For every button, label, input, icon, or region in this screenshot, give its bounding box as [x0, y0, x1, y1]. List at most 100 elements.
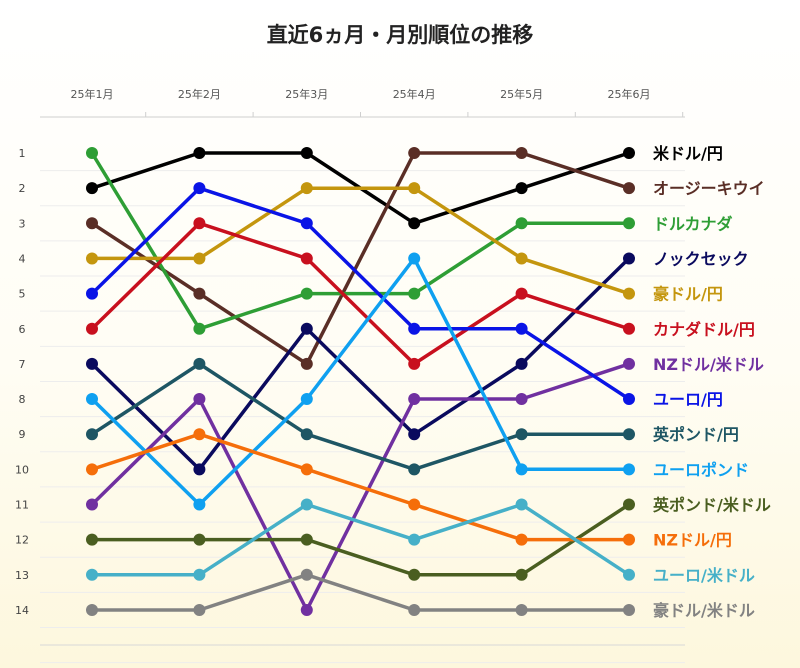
- series-point: [408, 182, 421, 195]
- series-point: [193, 533, 206, 546]
- series-point: [515, 322, 528, 335]
- series-label: 英ポンド/円: [652, 425, 739, 444]
- rank-label: 5: [19, 288, 26, 301]
- series-point: [193, 287, 206, 300]
- series-point: [623, 603, 635, 616]
- series-point: [300, 287, 313, 300]
- month-label: 25年4月: [393, 87, 436, 101]
- series-point: [515, 357, 528, 370]
- series-point: [515, 463, 528, 476]
- series-point: [515, 393, 528, 406]
- rank-label: 13: [15, 569, 29, 582]
- series-point: [86, 568, 98, 581]
- series-point: [408, 533, 421, 546]
- series-point: [623, 252, 635, 265]
- series-point: [515, 568, 528, 581]
- series-point: [408, 287, 421, 300]
- rank-label: 2: [19, 182, 26, 195]
- series-line: [90, 256, 631, 507]
- series-points: [86, 147, 635, 616]
- series-point: [193, 357, 206, 370]
- series-point: [300, 393, 313, 406]
- series-point: [193, 428, 206, 441]
- series-label: ノックセック: [653, 249, 749, 268]
- rank-label: 14: [15, 604, 29, 617]
- series-point: [193, 393, 206, 406]
- chart-title: 直近6ヵ月・月別順位の推移: [267, 23, 534, 47]
- series-point: [515, 252, 528, 265]
- series-line: [90, 151, 631, 366]
- series-line: [90, 362, 631, 472]
- series-point: [86, 533, 98, 546]
- series-point: [515, 428, 528, 441]
- series-point: [623, 287, 635, 300]
- month-label: 25年6月: [608, 87, 651, 101]
- series-point: [86, 252, 98, 265]
- rank-label: 7: [19, 358, 26, 371]
- series-point: [86, 428, 98, 441]
- series-point: [300, 568, 313, 581]
- series-point: [408, 428, 421, 441]
- series-point: [193, 463, 206, 476]
- series-lines: [90, 151, 631, 612]
- series-point: [193, 322, 206, 335]
- series-point: [193, 217, 206, 230]
- series-point: [408, 357, 421, 370]
- series-point: [623, 322, 635, 335]
- series-point: [408, 498, 421, 511]
- series-line: [90, 573, 631, 612]
- series-point: [86, 287, 98, 300]
- series-line: [90, 186, 631, 296]
- series-line: [90, 502, 631, 577]
- series-point: [86, 463, 98, 476]
- series-point: [300, 182, 313, 195]
- series-point: [300, 463, 313, 476]
- series-point: [86, 357, 98, 370]
- series-point: [86, 182, 98, 195]
- rank-label: 6: [19, 323, 26, 336]
- month-label: 25年3月: [285, 87, 328, 101]
- series-point: [300, 147, 313, 159]
- series-label: ドルカナダ: [653, 214, 733, 233]
- series-point: [193, 568, 206, 581]
- series-point: [300, 603, 313, 616]
- series-point: [193, 603, 206, 616]
- series-point: [193, 252, 206, 265]
- series-point: [623, 357, 635, 370]
- series-label: 豪ドル/米ドル: [653, 601, 755, 620]
- series-point: [515, 533, 528, 546]
- series-point: [86, 322, 98, 335]
- series-line: [90, 256, 631, 472]
- series-point: [300, 357, 313, 370]
- series-point: [86, 498, 98, 511]
- series-point: [408, 603, 421, 616]
- series-point: [623, 428, 635, 441]
- series-label: 英ポンド/米ドル: [652, 496, 771, 515]
- series-point: [515, 287, 528, 300]
- month-label: 25年2月: [178, 87, 221, 101]
- rank-label: 4: [19, 252, 26, 265]
- series-point: [193, 498, 206, 511]
- rank-label: 3: [19, 217, 26, 230]
- rank-label: 12: [15, 534, 29, 547]
- series-label: NZドル/米ドル: [653, 355, 764, 374]
- series-line: [90, 432, 631, 542]
- series-point: [193, 147, 206, 159]
- series-point: [300, 428, 313, 441]
- series-point: [193, 182, 206, 195]
- series-label: ユーロ/円: [653, 390, 723, 409]
- series-label: オージーキウイ: [653, 179, 765, 198]
- series-point: [300, 217, 313, 230]
- series-point: [300, 533, 313, 546]
- rank-label: 11: [15, 499, 29, 512]
- series-point: [623, 498, 635, 511]
- series-point: [515, 147, 528, 159]
- series-point: [623, 147, 635, 159]
- series-line: [90, 221, 631, 366]
- series-label: ユーロ/米ドル: [653, 566, 755, 585]
- series-point: [408, 322, 421, 335]
